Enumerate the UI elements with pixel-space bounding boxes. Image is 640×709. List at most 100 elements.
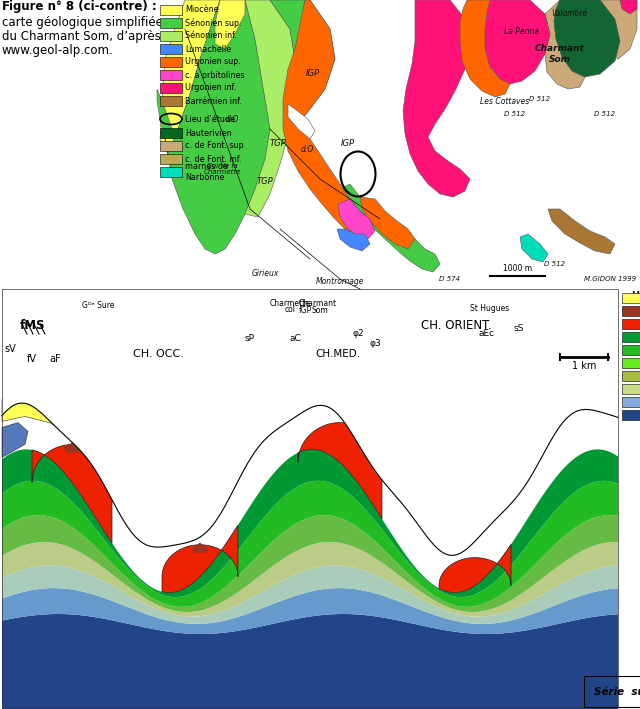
Text: Charmant: Charmant [299,299,337,308]
Bar [622,319,640,329]
Text: D 512: D 512 [545,261,566,267]
Polygon shape [620,0,637,14]
Text: Urgonien inf.: Urgonien inf. [185,84,236,92]
Text: c. à orbitolines: c. à orbitolines [185,70,244,79]
Text: F: F [2,299,10,312]
Text: La Penna: La Penna [504,26,540,35]
Bar [622,384,640,394]
Polygon shape [520,234,548,262]
Text: Gᴰᵉ Sure: Gᴰᵉ Sure [82,301,115,310]
Text: aF: aF [49,354,61,364]
Text: aC: aC [289,334,301,343]
Bar [160,18,182,28]
Bar [160,167,182,177]
Bar [160,128,182,138]
Polygon shape [64,442,80,452]
Text: c. de Font. sup: c. de Font. sup [185,142,244,150]
Text: CH. ORIENT.: CH. ORIENT. [420,319,492,332]
Text: IGP: IGP [341,140,355,148]
Bar [160,154,182,164]
Text: Les Cottaves: Les Cottaves [481,96,530,106]
Bar [622,371,640,381]
Polygon shape [2,588,618,634]
Text: St Hugues: St Hugues [470,304,509,313]
Polygon shape [485,0,550,84]
Text: fMS: fMS [19,319,45,332]
Polygon shape [2,614,618,709]
Text: fGP: fGP [298,306,312,315]
Polygon shape [337,229,370,251]
Text: φ2: φ2 [352,329,364,338]
Polygon shape [215,0,245,49]
Polygon shape [403,0,470,197]
Text: Charmette: Charmette [269,299,310,308]
Text: D 512: D 512 [595,111,616,117]
Text: Valombré: Valombré [552,9,588,18]
Bar [622,358,640,368]
Text: Charmant Som, d’après: Charmant Som, d’après [2,329,142,342]
Text: marnes de
Narbonne: marnes de Narbonne [185,162,228,182]
Bar [622,410,640,420]
Text: CH. OCC.: CH. OCC. [132,349,184,359]
Text: Girieux: Girieux [252,269,278,279]
Polygon shape [162,525,238,593]
Text: F: F [2,0,10,13]
Polygon shape [439,545,511,593]
Polygon shape [2,542,618,617]
Text: CH.MED.: CH.MED. [316,349,360,359]
Text: www.geol-alp.com.: www.geol-alp.com. [2,343,114,356]
Text: Miocène: Miocène [185,6,219,14]
Bar [160,44,182,54]
Polygon shape [157,89,172,139]
Text: Col de la
Charmette: Col de la Charmette [204,162,241,176]
Bar [622,345,640,355]
Polygon shape [460,0,510,97]
Text: Hauterivien: Hauterivien [185,128,232,138]
Polygon shape [2,481,618,607]
Polygon shape [283,0,370,234]
Text: coupe: coupe [2,315,42,328]
Text: Barrémien inf.: Barrémien inf. [185,96,242,106]
Text: Charmant
Som: Charmant Som [535,44,585,64]
Bar [2,289,618,707]
Text: géologique interprétative du: géologique interprétative du [48,315,221,328]
Polygon shape [32,445,112,543]
Polygon shape [338,199,375,239]
Text: Urgonien sup.: Urgonien sup. [185,57,241,67]
Text: Sénonien sup.: Sénonien sup. [185,18,242,28]
Text: aEc: aEc [479,329,495,338]
Text: d.O: d.O [300,145,314,154]
Text: www.geol-alp.com.: www.geol-alp.com. [2,44,114,57]
Polygon shape [298,423,382,519]
Text: Som: Som [312,306,328,315]
Polygon shape [288,104,315,139]
Polygon shape [360,197,415,249]
Bar [157,0,637,282]
Text: M.GIDON 1999: M.GIDON 1999 [584,276,636,282]
Polygon shape [554,0,620,77]
Text: c. de Font. inf.: c. de Font. inf. [185,155,241,164]
Text: Lumachelle: Lumachelle [185,45,231,53]
Bar [160,83,182,93]
Polygon shape [600,0,637,59]
Text: D 512: D 512 [504,111,525,117]
Polygon shape [545,0,585,89]
Text: 1 km: 1 km [572,361,596,371]
Text: TGP: TGP [257,177,273,186]
Text: D 512: D 512 [529,96,550,102]
Polygon shape [192,543,208,553]
Text: sV: sV [4,344,16,354]
Polygon shape [2,515,618,612]
Text: sS: sS [514,324,524,333]
Text: TGP: TGP [269,140,286,148]
Text: igure n° 9 (ci-dessous) :: igure n° 9 (ci-dessous) : [9,299,168,312]
Bar [160,141,182,151]
Polygon shape [2,289,618,555]
Text: d.O: d.O [225,114,239,123]
Text: igure n° 8 (ci-contre) :: igure n° 8 (ci-contre) : [9,0,157,13]
Polygon shape [270,0,335,121]
Polygon shape [2,423,28,457]
Text: sP: sP [245,334,255,343]
Text: 1000 m: 1000 m [503,264,532,273]
Polygon shape [2,388,70,435]
